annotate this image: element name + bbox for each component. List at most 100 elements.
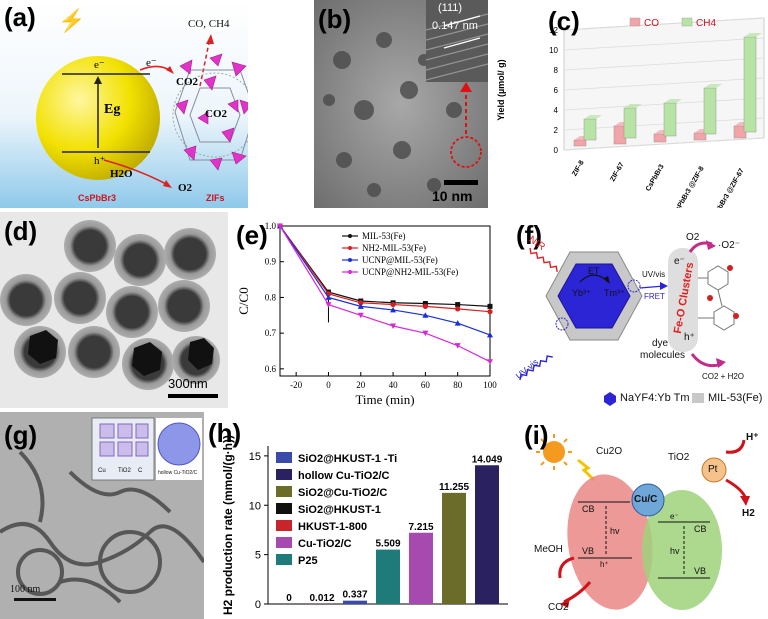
legend-label: CO xyxy=(644,18,659,29)
bar-top xyxy=(624,104,642,108)
bar-ch4 xyxy=(583,118,597,141)
electron-label: e⁻ xyxy=(674,256,685,267)
panel-f-label: (f) xyxy=(516,220,542,250)
data-label: 14.049 xyxy=(472,454,503,465)
panel-h-label: (h) xyxy=(208,418,242,448)
legend-swatch xyxy=(629,17,641,27)
data-label: 7.215 xyxy=(408,522,433,533)
data-point xyxy=(422,330,429,337)
x-axis-label: Time (min) xyxy=(355,392,414,407)
uvvis-fret-label-1: UV/vis xyxy=(642,270,666,279)
y-tick-label: 8 xyxy=(554,66,559,75)
o2-label: O2 xyxy=(178,182,193,194)
panel-e-label: (e) xyxy=(236,220,268,250)
sun-icon xyxy=(536,434,572,470)
y-axis-label: C/C0 xyxy=(236,287,251,314)
band-gap-label: Eg xyxy=(104,102,121,117)
data-point xyxy=(390,301,396,308)
chart-c: 0 2 4 6 8 10 12 Yield (µmol/ g) ZIF-8 ZIF-67 CsPbB… xyxy=(496,17,765,208)
y-tick-label: 0.7 xyxy=(265,328,277,338)
gridline xyxy=(563,37,765,51)
legend-swatch xyxy=(276,554,292,565)
zif-nodes xyxy=(175,53,248,171)
data-point xyxy=(487,309,493,315)
data-point xyxy=(455,302,461,308)
panel-d-label: (d) xyxy=(4,216,38,246)
tio2-ellipse xyxy=(642,490,722,610)
tm-label: Tm³⁺ xyxy=(604,288,625,298)
legend-label: SiO2@HKUST-1 xyxy=(298,504,381,516)
uvvis-fret-label-2: FRET xyxy=(644,292,665,301)
panel-f: (f) NIR ET Yb³⁺ Tm³⁺ UV/vis FRET UV-vis … xyxy=(508,212,768,412)
legend-marker xyxy=(348,234,352,238)
panel-b: (b) (111) 0.147 nm 10 nm xyxy=(314,0,488,208)
legend-mil53: MIL-53(Fe) xyxy=(708,392,763,404)
x-tick-label: CsPbBr3 xyxy=(645,163,666,192)
y-axis-label: H2 production rate (mmol/(g·h)) xyxy=(221,435,235,615)
data-point xyxy=(325,294,332,300)
zifs-label: ZIFs xyxy=(206,193,225,203)
y-tick-label: 0.6 xyxy=(265,364,277,374)
legend-label: SiO2@HKUST-1 -Ti xyxy=(298,453,397,465)
legend-swatch xyxy=(276,469,292,480)
gridline xyxy=(563,57,765,71)
highlight-circle xyxy=(450,136,482,168)
tio2-vb-label: VB xyxy=(694,566,707,576)
legend-label: NH2-MIL-53(Fe) xyxy=(362,243,426,253)
legend-label: SiO2@Cu-TiO2/C xyxy=(298,487,387,499)
cu-c-label: Cu/C xyxy=(634,494,658,505)
superoxide-label: ·O2⁻ xyxy=(718,240,740,251)
inset-sphere xyxy=(157,422,201,466)
products-label: CO, CH4 xyxy=(188,18,230,30)
chart-h: 0 5 10 15 H2 production rate (mmol/(g·h)) 0 0.… xyxy=(221,435,508,615)
co2-label: CO2 xyxy=(548,602,569,613)
x-tick-label: 40 xyxy=(389,380,399,390)
bar-ch4 xyxy=(663,102,677,137)
y-tick-label: 5 xyxy=(255,550,261,562)
y-tick-label: 15 xyxy=(249,451,261,463)
lightning-icon: ⚡ xyxy=(58,8,86,33)
cu-c-node xyxy=(631,483,665,517)
bar xyxy=(376,549,400,604)
y-tick-label: 12 xyxy=(549,26,558,35)
legend-swatch xyxy=(276,520,292,531)
cu2o-label: Cu2O xyxy=(596,446,623,457)
scale-label: 300nm xyxy=(168,376,208,391)
tio2-label: TiO2 xyxy=(668,452,690,463)
yb-label: Yb³⁺ xyxy=(572,288,591,298)
dye-label: dye xyxy=(652,338,669,349)
legend-label: CH4 xyxy=(696,18,716,29)
y-tick-label: 1.0 xyxy=(265,221,277,231)
x-tick-label: CsPbBr3 @ZIF-67 xyxy=(710,167,746,208)
legend-label: hollow Cu-TiO2/C xyxy=(298,470,390,482)
linker-molecules xyxy=(698,265,735,331)
bar-ch4 xyxy=(623,107,637,139)
data-label: 5.509 xyxy=(375,539,400,550)
electron-top-label: e⁻ xyxy=(94,59,105,71)
data-point xyxy=(358,300,364,306)
meoh-label: MeOH xyxy=(534,544,563,555)
legend-label: UCNP@MIL-53(Fe) xyxy=(362,255,438,265)
panel-e: -20 0 20 40 60 80 100 0.6 0.7 0.8 0.9 1.0 Time (min)… xyxy=(232,212,506,412)
tio2-hv-label: hv xyxy=(670,546,680,556)
legend-marker xyxy=(348,246,352,250)
y-tick-label: 0 xyxy=(554,146,559,155)
bar-top xyxy=(664,99,682,103)
panel-i-label: (i) xyxy=(524,420,549,450)
data-point xyxy=(422,301,428,306)
x-tick-label: CsPbBr3 @ZIF-8 xyxy=(672,165,706,208)
bar-top xyxy=(744,33,762,37)
scale-bar xyxy=(168,394,218,398)
electron-side-label: e⁻ xyxy=(146,57,157,69)
panel-h: 0 5 10 15 H2 production rate (mmol/(g·h)) 0 0.… xyxy=(206,412,516,619)
legend-label: UCNP@NH2-MIL-53(Fe) xyxy=(362,267,458,277)
panel-a-schematic xyxy=(0,0,248,208)
bar-co xyxy=(573,139,587,147)
cu2o-hv-label: hv xyxy=(610,526,620,536)
inset-cu-label: Cu xyxy=(98,468,106,474)
legend-swatch xyxy=(276,503,292,514)
inset-c-label: C xyxy=(138,468,143,474)
mil53-legend-marker xyxy=(692,393,704,403)
legend-swatch xyxy=(276,537,292,548)
data-point xyxy=(487,359,493,365)
